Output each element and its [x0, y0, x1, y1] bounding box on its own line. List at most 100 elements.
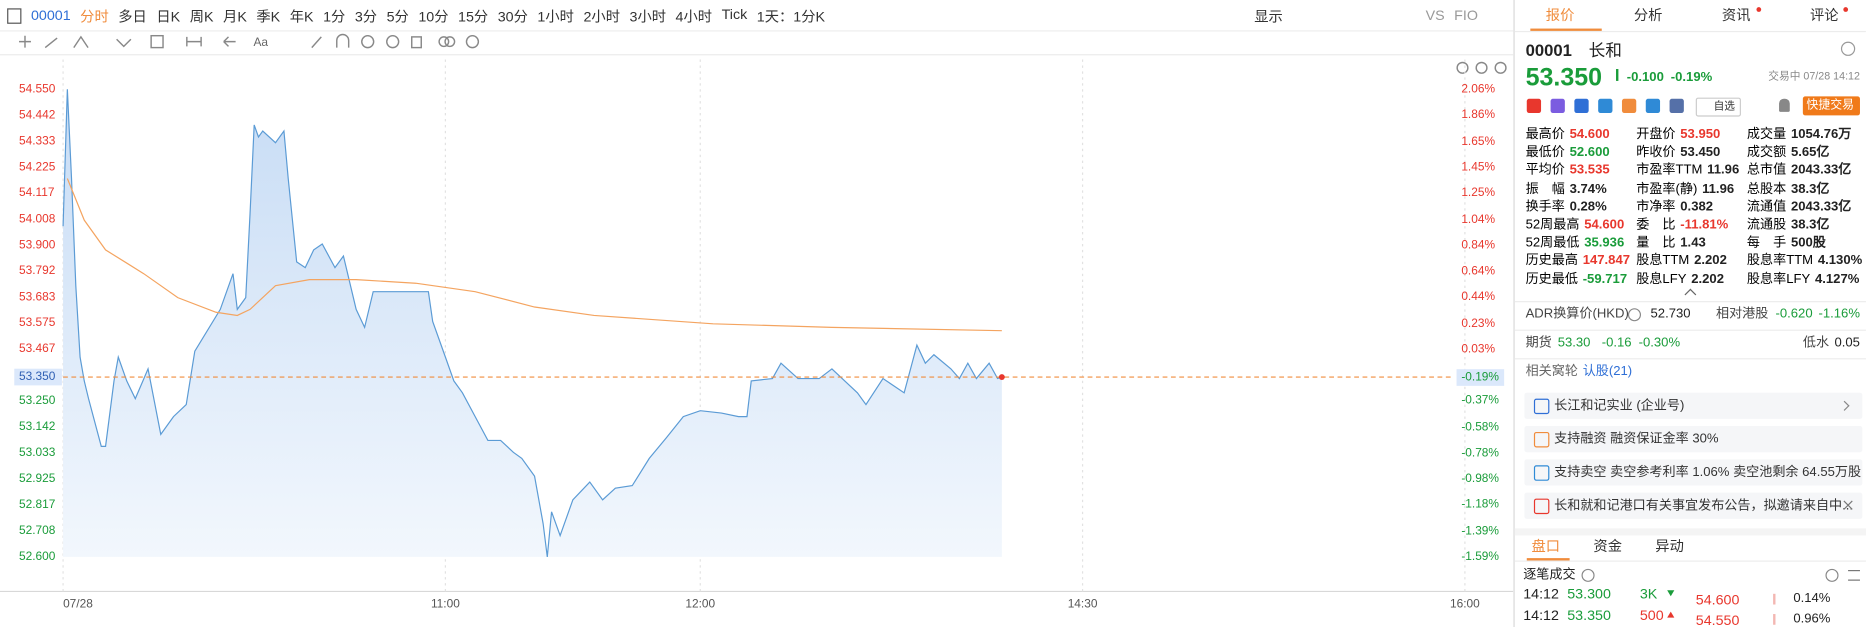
panel-tab[interactable]: 分析 [1633, 7, 1663, 24]
tab-divider [1514, 30, 1866, 33]
y-tick-label: 52.600 [19, 549, 56, 563]
period-tab[interactable]: 年K [289, 7, 314, 25]
period-tab[interactable]: 多日 [118, 7, 147, 25]
period-tab[interactable]: 季K [256, 7, 281, 25]
y-tick-label: 53.033 [19, 445, 56, 459]
trade-time: 14:12 [1523, 585, 1559, 603]
feature-icon[interactable] [1645, 98, 1661, 114]
adr-rel-label: 相对港股 [1715, 307, 1769, 322]
y2-tick-label: 0.64% [1461, 263, 1495, 277]
bottom-tab[interactable]: 资金 [1593, 537, 1622, 555]
quick-trade-label: 快捷交易 [1806, 98, 1855, 112]
quote-label: 总股本 [1746, 181, 1787, 196]
notice[interactable]: 长和就和记港口有关事宜发布公告，拟邀请来自中... [1524, 492, 1863, 519]
period-tab[interactable]: Tick [721, 5, 748, 23]
bottom-tab[interactable]: 盘口 [1531, 537, 1561, 555]
display-menu[interactable]: 显示 [1254, 7, 1283, 25]
quote-panel: 报价 分析 资讯 评论 00001 长和 53.350 -0.100 -0.19% 交易中 07/… [1513, 0, 1866, 627]
period-tab[interactable]: 4小时 [675, 7, 713, 25]
settings-icon[interactable] [1840, 41, 1856, 56]
feature-icon[interactable] [1669, 98, 1684, 114]
stock-price: 53.350 [1525, 64, 1603, 92]
bell-icon[interactable] [1779, 98, 1790, 112]
watch-button[interactable]: 自选 [1695, 97, 1741, 117]
quote-value: 38.3亿 [1790, 217, 1830, 233]
feature-icon[interactable] [1574, 98, 1589, 114]
panel-tab[interactable]: 资讯 [1721, 7, 1751, 24]
period-tab[interactable]: 10分 [418, 7, 449, 25]
adr-label: ADR换算价(HKD) [1525, 307, 1629, 322]
period-tab[interactable]: 3小时 [629, 7, 667, 25]
text-tool[interactable]: Aa [253, 35, 268, 49]
period-tab[interactable]: 3分 [354, 7, 378, 25]
last-point [998, 374, 1005, 381]
quote-label: 平均价 [1525, 163, 1565, 178]
futures-change: -0.16 [1601, 335, 1632, 350]
y-tick-label: 53.683 [19, 289, 56, 303]
period-tab[interactable]: 30分 [497, 7, 528, 25]
period-tab[interactable]: 分时 [80, 7, 109, 25]
quote-value: -59.717 [1582, 272, 1628, 287]
quote-label: 总市值 [1746, 163, 1787, 178]
stock-code: 00001 [1525, 40, 1572, 60]
collapse-caret[interactable] [1684, 288, 1697, 301]
period-tab[interactable]: 2小时 [583, 7, 620, 25]
trades-title: 逐笔成交 [1523, 567, 1576, 582]
sidebar-toggle[interactable] [7, 7, 22, 24]
x-tick-label: 07/28 [63, 597, 93, 611]
bottom-tab[interactable]: 异动 [1655, 537, 1684, 555]
interval-select[interactable]: 1天：1分K [756, 7, 826, 25]
book-price: 54.600 [1695, 591, 1740, 609]
stock-change-pct: -0.19% [1670, 70, 1713, 85]
quote-item: 开盘价 53.950 [1636, 128, 1720, 142]
panel-tab[interactable]: 报价 [1545, 7, 1575, 24]
quote-item: 总市值 2043.33亿 [1746, 163, 1852, 178]
period-tabs: 分时 多日 日K 周K 月K 季K 年K 1分 3分 5分 10分 15分 30分 1小时 2小时 3小时 4小… [80, 5, 757, 25]
price-line [62, 89, 1003, 557]
feature-icon[interactable] [1598, 98, 1613, 114]
notice-icon [1533, 431, 1550, 448]
period-tab[interactable]: 日K [156, 7, 181, 25]
more-icon[interactable] [1825, 568, 1839, 582]
quote-item: 历史最低 -59.717 [1526, 273, 1628, 286]
quote-item: 成交额 5.65亿 [1747, 146, 1830, 160]
vs-button[interactable]: VS [1425, 7, 1445, 24]
feature-icon[interactable] [1526, 98, 1542, 114]
warrants-link[interactable]: 认股(21) [1582, 364, 1633, 379]
fio-button[interactable]: FIO [1454, 7, 1478, 24]
period-tab[interactable]: 周K [189, 7, 214, 25]
futures-pct: -0.30% [1638, 335, 1681, 350]
notice[interactable]: 支持卖空 卖空参考利率 1.06% 卖空池剩余 64.55万股 [1524, 459, 1863, 486]
quote-item: 最低价 52.600 [1526, 146, 1610, 160]
quote-item: 市净率 0.382 [1636, 200, 1713, 214]
quote-value: 2043.33亿 [1790, 163, 1852, 178]
y-tick-label: 53.900 [19, 237, 56, 251]
last-price-label: 53.350 [19, 369, 56, 383]
quote-label: 股息TTM [1636, 253, 1690, 269]
period-tab[interactable]: 月K [223, 7, 247, 25]
notice[interactable]: 支持融资 融资保证金率 30% [1524, 426, 1863, 453]
feature-icon[interactable] [1621, 98, 1637, 114]
basis-label: 低水 [1802, 335, 1830, 350]
x-tick-label: 16:00 [1450, 597, 1480, 611]
period-tab[interactable]: 1小时 [537, 7, 574, 25]
period-tab[interactable]: 5分 [386, 7, 409, 25]
quote-value: 3.74% [1569, 181, 1607, 196]
notice[interactable]: 长江和记实业 (企业号) [1524, 392, 1863, 419]
quote-label: 昨收价 [1636, 145, 1676, 160]
book-price: 54.550 [1695, 611, 1740, 627]
menu-icon[interactable] [1848, 570, 1860, 581]
period-tab[interactable]: 1分 [323, 7, 346, 25]
stock-code[interactable]: 00001 [30, 7, 71, 24]
trade-status: 交易中 07/28 14:12 [1768, 70, 1860, 83]
quote-item: 振 幅 3.74% [1525, 181, 1607, 196]
panel-tab[interactable]: 评论 [1809, 7, 1839, 24]
period-tab[interactable]: 15分 [458, 7, 489, 25]
quote-value: -11.81% [1680, 217, 1729, 233]
quick-trade-button[interactable]: 快捷交易 [1802, 96, 1860, 116]
y2-tick-label: -0.98% [1461, 471, 1499, 485]
toolbar: 00001 分时 多日 日K 周K 月K 季K 年K 1分 3分 5分 10分 15分 30分 1小时 2小… [0, 0, 1514, 31]
trade-time: 14:12 [1523, 606, 1559, 624]
feature-icon[interactable] [1550, 98, 1565, 114]
quote-label: 振 幅 [1525, 181, 1565, 196]
